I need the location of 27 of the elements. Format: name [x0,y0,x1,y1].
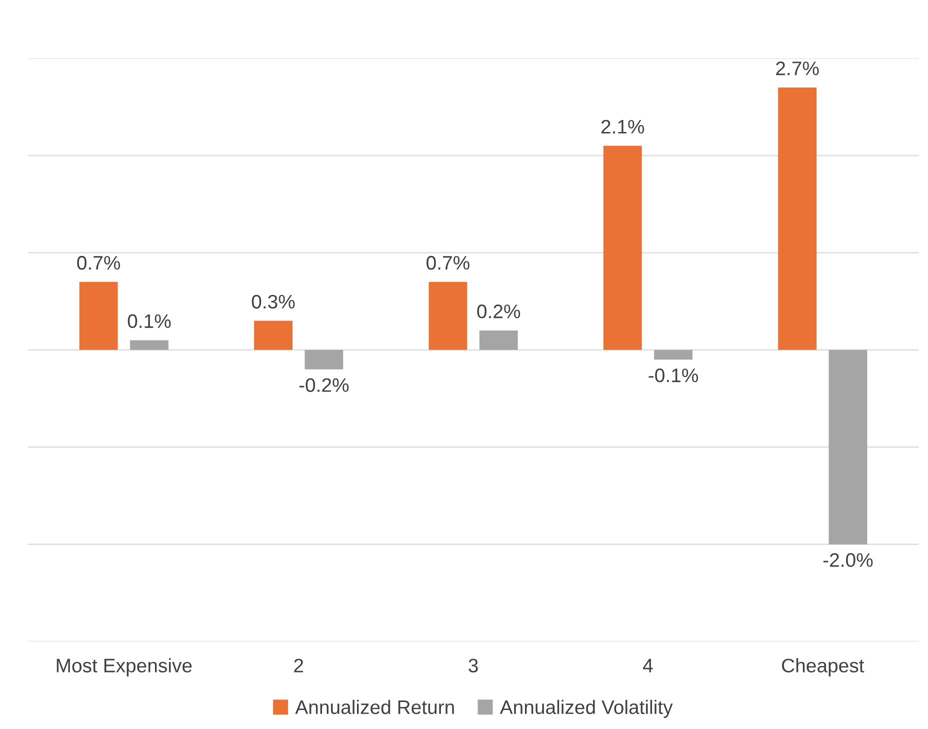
legend-label: Annualized Volatility [500,700,673,718]
data-label: 0.7% [77,256,120,270]
x-tick-label: 4 [643,658,653,672]
data-label: 0.3% [252,294,295,309]
data-label: -0.2% [299,378,349,392]
bar [79,282,118,350]
bar [603,146,642,350]
data-label: -2.0% [823,553,873,567]
bar [654,350,693,360]
data-label: 0.2% [477,304,520,318]
bar [254,320,292,350]
x-tick-label: Most Expensive [56,658,192,676]
x-tick-label: 3 [468,658,478,672]
data-label: 0.1% [128,314,171,328]
data-label: -0.1% [648,368,698,382]
x-tick-label: Cheapest [782,658,864,676]
data-label: 0.7% [426,256,470,270]
data-label: 2.7% [776,62,819,76]
bar [828,350,868,544]
bar [479,330,518,350]
x-tick-label: 2 [294,658,304,672]
bar [428,282,468,350]
bar [130,340,168,350]
bar [304,350,344,370]
bar [778,87,817,350]
data-label: 2.1% [601,120,644,134]
legend-label: Annualized Return [295,700,454,714]
